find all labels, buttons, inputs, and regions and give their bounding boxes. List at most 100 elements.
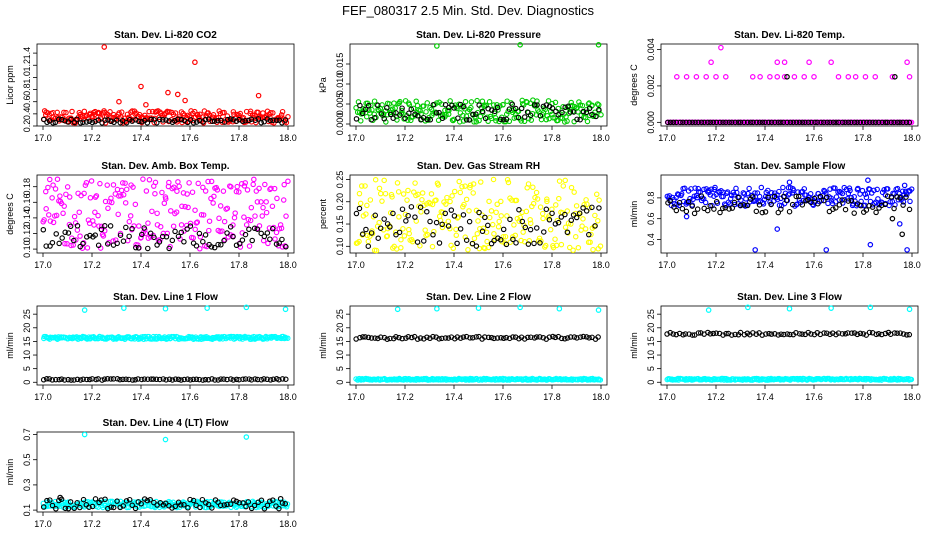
data-point [132, 201, 139, 208]
x-tick-label: 17.6 [805, 260, 823, 270]
data-point [200, 184, 206, 191]
x-tick-label: 18.0 [903, 392, 921, 402]
data-point [513, 240, 519, 246]
data-point [143, 188, 150, 194]
data-point [231, 214, 238, 221]
data-point [794, 375, 800, 382]
data-point [762, 119, 768, 126]
data-point [874, 186, 880, 193]
y-axis-label: percent [318, 198, 328, 229]
data-point [774, 74, 781, 80]
data-point [746, 185, 752, 192]
data-point [424, 334, 430, 340]
data-point [490, 102, 497, 108]
data-point [460, 212, 467, 218]
data-point [528, 334, 534, 340]
data-point [592, 223, 598, 229]
data-point [353, 210, 360, 217]
data-point [568, 184, 575, 191]
chart-panel-1: Stan. Dev. Li-820 CO2 17.0 17.2 17.4 17.6 17.… [5, 30, 297, 143]
data-point [539, 210, 546, 217]
data-point [393, 334, 399, 340]
data-point [421, 238, 427, 244]
data-point [541, 229, 547, 235]
data-point [359, 110, 366, 117]
data-point [583, 208, 590, 214]
data-point [394, 306, 401, 313]
data-point [494, 104, 501, 111]
data-point [685, 198, 692, 205]
data-point [789, 201, 796, 208]
data-point [828, 59, 834, 66]
data-point [821, 197, 827, 204]
data-point [784, 331, 791, 337]
data-point [230, 233, 236, 240]
y-tick-label: 0.25 [335, 171, 345, 189]
data-point [805, 329, 811, 336]
data-point [568, 221, 574, 227]
data-point [534, 102, 540, 108]
y-axis-label: kPa [318, 77, 328, 93]
data-point [40, 226, 47, 233]
data-point [784, 74, 790, 80]
data-point [268, 185, 274, 192]
data-point [156, 116, 163, 123]
data-point [152, 190, 158, 197]
data-point [555, 111, 562, 118]
data-point [460, 103, 467, 110]
data-point [378, 111, 385, 117]
data-point [283, 376, 289, 382]
data-point [114, 376, 121, 382]
data-point [126, 496, 133, 503]
data-point [358, 118, 364, 124]
data-point [261, 233, 268, 240]
data-point [784, 119, 790, 126]
data-point [271, 185, 278, 192]
y-tick-label: 0.002 [646, 75, 656, 98]
x-tick-label: 17.4 [132, 133, 150, 143]
series-2 [353, 204, 602, 249]
data-point [555, 219, 562, 226]
x-tick-label: 18.0 [279, 519, 297, 529]
data-point [517, 41, 523, 48]
data-point [395, 189, 402, 195]
data-point [485, 334, 492, 341]
data-point [120, 238, 127, 244]
data-point [776, 188, 782, 195]
data-point [574, 335, 580, 341]
data-point [780, 184, 786, 191]
data-point [470, 335, 476, 341]
data-point [741, 331, 748, 338]
data-point [164, 230, 170, 237]
data-point [796, 331, 803, 337]
data-point [775, 209, 782, 216]
data-point [251, 176, 257, 183]
data-point [777, 119, 784, 126]
data-point [222, 236, 228, 243]
data-point [148, 116, 154, 123]
chart-panel-6: Stan. Dev. Sample Flow 17.0 17.2 17.4 17.6 17… [629, 161, 921, 270]
data-point [377, 190, 384, 197]
data-point [192, 226, 198, 233]
data-point [154, 210, 160, 217]
data-point [712, 184, 718, 191]
y-tick-label: 15 [22, 336, 32, 346]
data-point [808, 196, 815, 202]
data-point [267, 117, 274, 124]
data-point [500, 116, 507, 123]
data-point [371, 115, 378, 121]
data-point [720, 332, 726, 338]
data-point [270, 224, 277, 231]
data-point [169, 237, 176, 244]
data-point [718, 44, 724, 51]
x-tick-label: 17.4 [445, 260, 463, 270]
data-point [121, 305, 127, 311]
data-point [144, 376, 151, 382]
chart-panel-3: Stan. Dev. Li-820 Temp. 17.0 17.2 17.4 17.6 1… [629, 30, 921, 143]
data-point [50, 120, 56, 126]
data-point [737, 119, 744, 126]
data-point [439, 335, 445, 342]
data-point [110, 504, 117, 511]
data-point [172, 376, 179, 382]
data-point [775, 332, 781, 338]
